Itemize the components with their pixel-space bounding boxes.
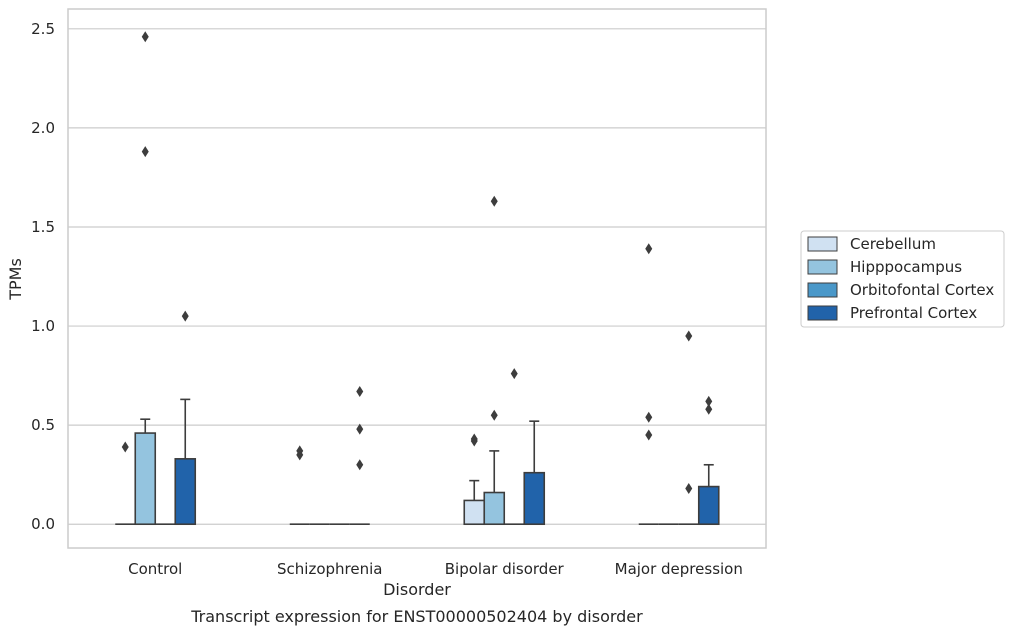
- bar: [697, 485, 720, 526]
- outlier-point: [705, 403, 713, 415]
- y-tick-label: 1.0: [31, 317, 55, 335]
- legend-label: Orbitofontal Cortex: [850, 281, 994, 299]
- outlier-point: [121, 441, 129, 453]
- y-tick-label: 2.0: [31, 119, 55, 137]
- x-tick-labels: Control Schizophrenia Bipolar disorder Majo…: [128, 560, 743, 578]
- x-tick-label: Bipolar disorder: [445, 560, 565, 578]
- outliers: [121, 31, 713, 495]
- outlier-point: [510, 368, 518, 380]
- outlier-point: [685, 330, 693, 342]
- y-tick-label: 1.5: [31, 218, 55, 236]
- bar: [483, 491, 506, 526]
- x-axis-label: Disorder: [383, 580, 451, 599]
- outlier-point: [181, 310, 189, 322]
- error-bars: [140, 398, 714, 501]
- outlier-point: [141, 31, 149, 43]
- plot-area: [68, 9, 766, 548]
- y-axis-label: TPMs: [6, 258, 25, 301]
- outlier-point: [645, 243, 653, 255]
- outlier-point: [296, 445, 304, 457]
- legend-swatch: [807, 305, 838, 321]
- x-tick-label: Control: [128, 560, 182, 578]
- x-tick-label: Major depression: [615, 560, 743, 578]
- x-tick-label: Schizophrenia: [277, 560, 382, 578]
- y-tick-label: 0.5: [31, 416, 55, 434]
- outlier-point: [490, 195, 498, 207]
- outlier-point: [645, 429, 653, 441]
- chart-caption: Transcript expression for ENST0000050240…: [190, 607, 643, 626]
- legend-swatch: [807, 282, 838, 298]
- plot-frame: [67, 8, 767, 549]
- bar: [174, 458, 197, 526]
- outlier-point: [356, 423, 364, 435]
- legend-label: Cerebellum: [850, 235, 936, 253]
- legend: Cerebellum Hipppocampus Orbitofontal Corte…: [800, 230, 1005, 328]
- legend-swatch: [807, 236, 838, 252]
- bar: [523, 471, 546, 526]
- outlier-point: [705, 395, 713, 407]
- outlier-point: [470, 433, 478, 445]
- y-tick-label: 2.5: [31, 20, 55, 38]
- y-tick-labels: 0.0 0.5 1.0 1.5 2.0 2.5: [31, 20, 55, 533]
- bar: [463, 499, 486, 526]
- outlier-point: [490, 409, 498, 421]
- bar: [134, 432, 157, 526]
- outlier-point: [685, 483, 693, 495]
- y-tick-label: 0.0: [31, 515, 55, 533]
- legend-label: Prefrontal Cortex: [850, 304, 977, 322]
- outlier-point: [356, 385, 364, 397]
- outlier-point: [141, 146, 149, 158]
- legend-label: Hipppocampus: [850, 258, 962, 276]
- legend-frame: [800, 230, 1005, 328]
- outlier-point: [356, 459, 364, 471]
- legend-swatch: [807, 259, 838, 275]
- outlier-point: [645, 411, 653, 423]
